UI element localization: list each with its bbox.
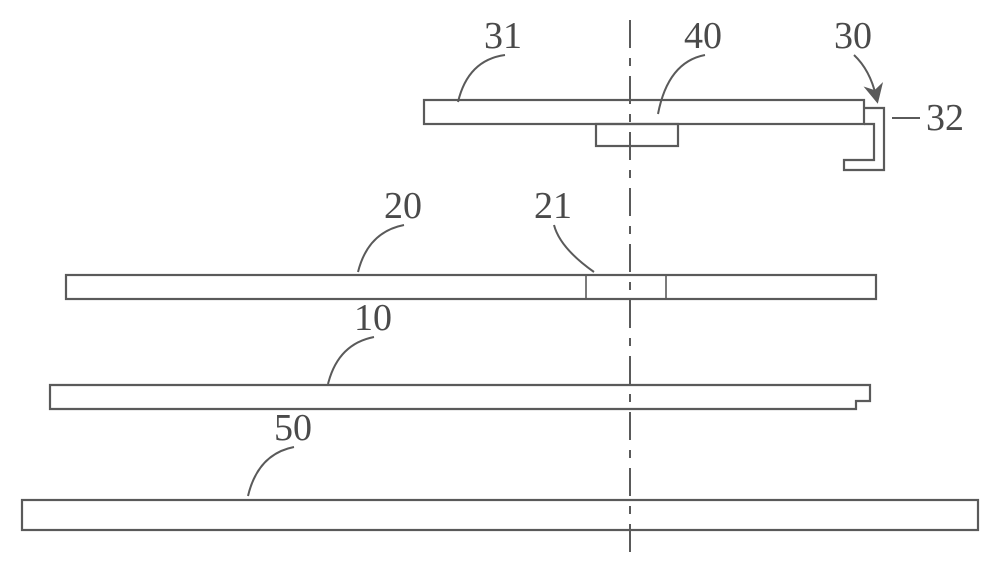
part-40	[596, 124, 678, 146]
label-l32: 32	[926, 97, 964, 139]
label-l31: 31	[484, 15, 522, 57]
leader-ld20	[358, 225, 404, 272]
label-l20: 20	[384, 185, 422, 227]
part-50	[22, 500, 978, 530]
part-31	[424, 100, 864, 124]
label-l10: 10	[354, 297, 392, 339]
label-l50: 50	[274, 407, 312, 449]
geometry-layer	[22, 100, 978, 530]
leader-ld10	[328, 337, 374, 384]
technical-diagram: 31 40 30 32 20 21 10 50	[0, 0, 1000, 563]
label-l21: 21	[534, 185, 572, 227]
part-20	[66, 275, 876, 299]
leader-ld30	[854, 55, 876, 96]
leader-ld40	[658, 55, 705, 114]
leader-ld31	[458, 55, 505, 102]
label-l30: 30	[834, 15, 872, 57]
leader-ld50	[248, 447, 294, 496]
label-l40: 40	[684, 15, 722, 57]
part-10	[50, 385, 870, 409]
leader-ld21	[554, 225, 594, 272]
